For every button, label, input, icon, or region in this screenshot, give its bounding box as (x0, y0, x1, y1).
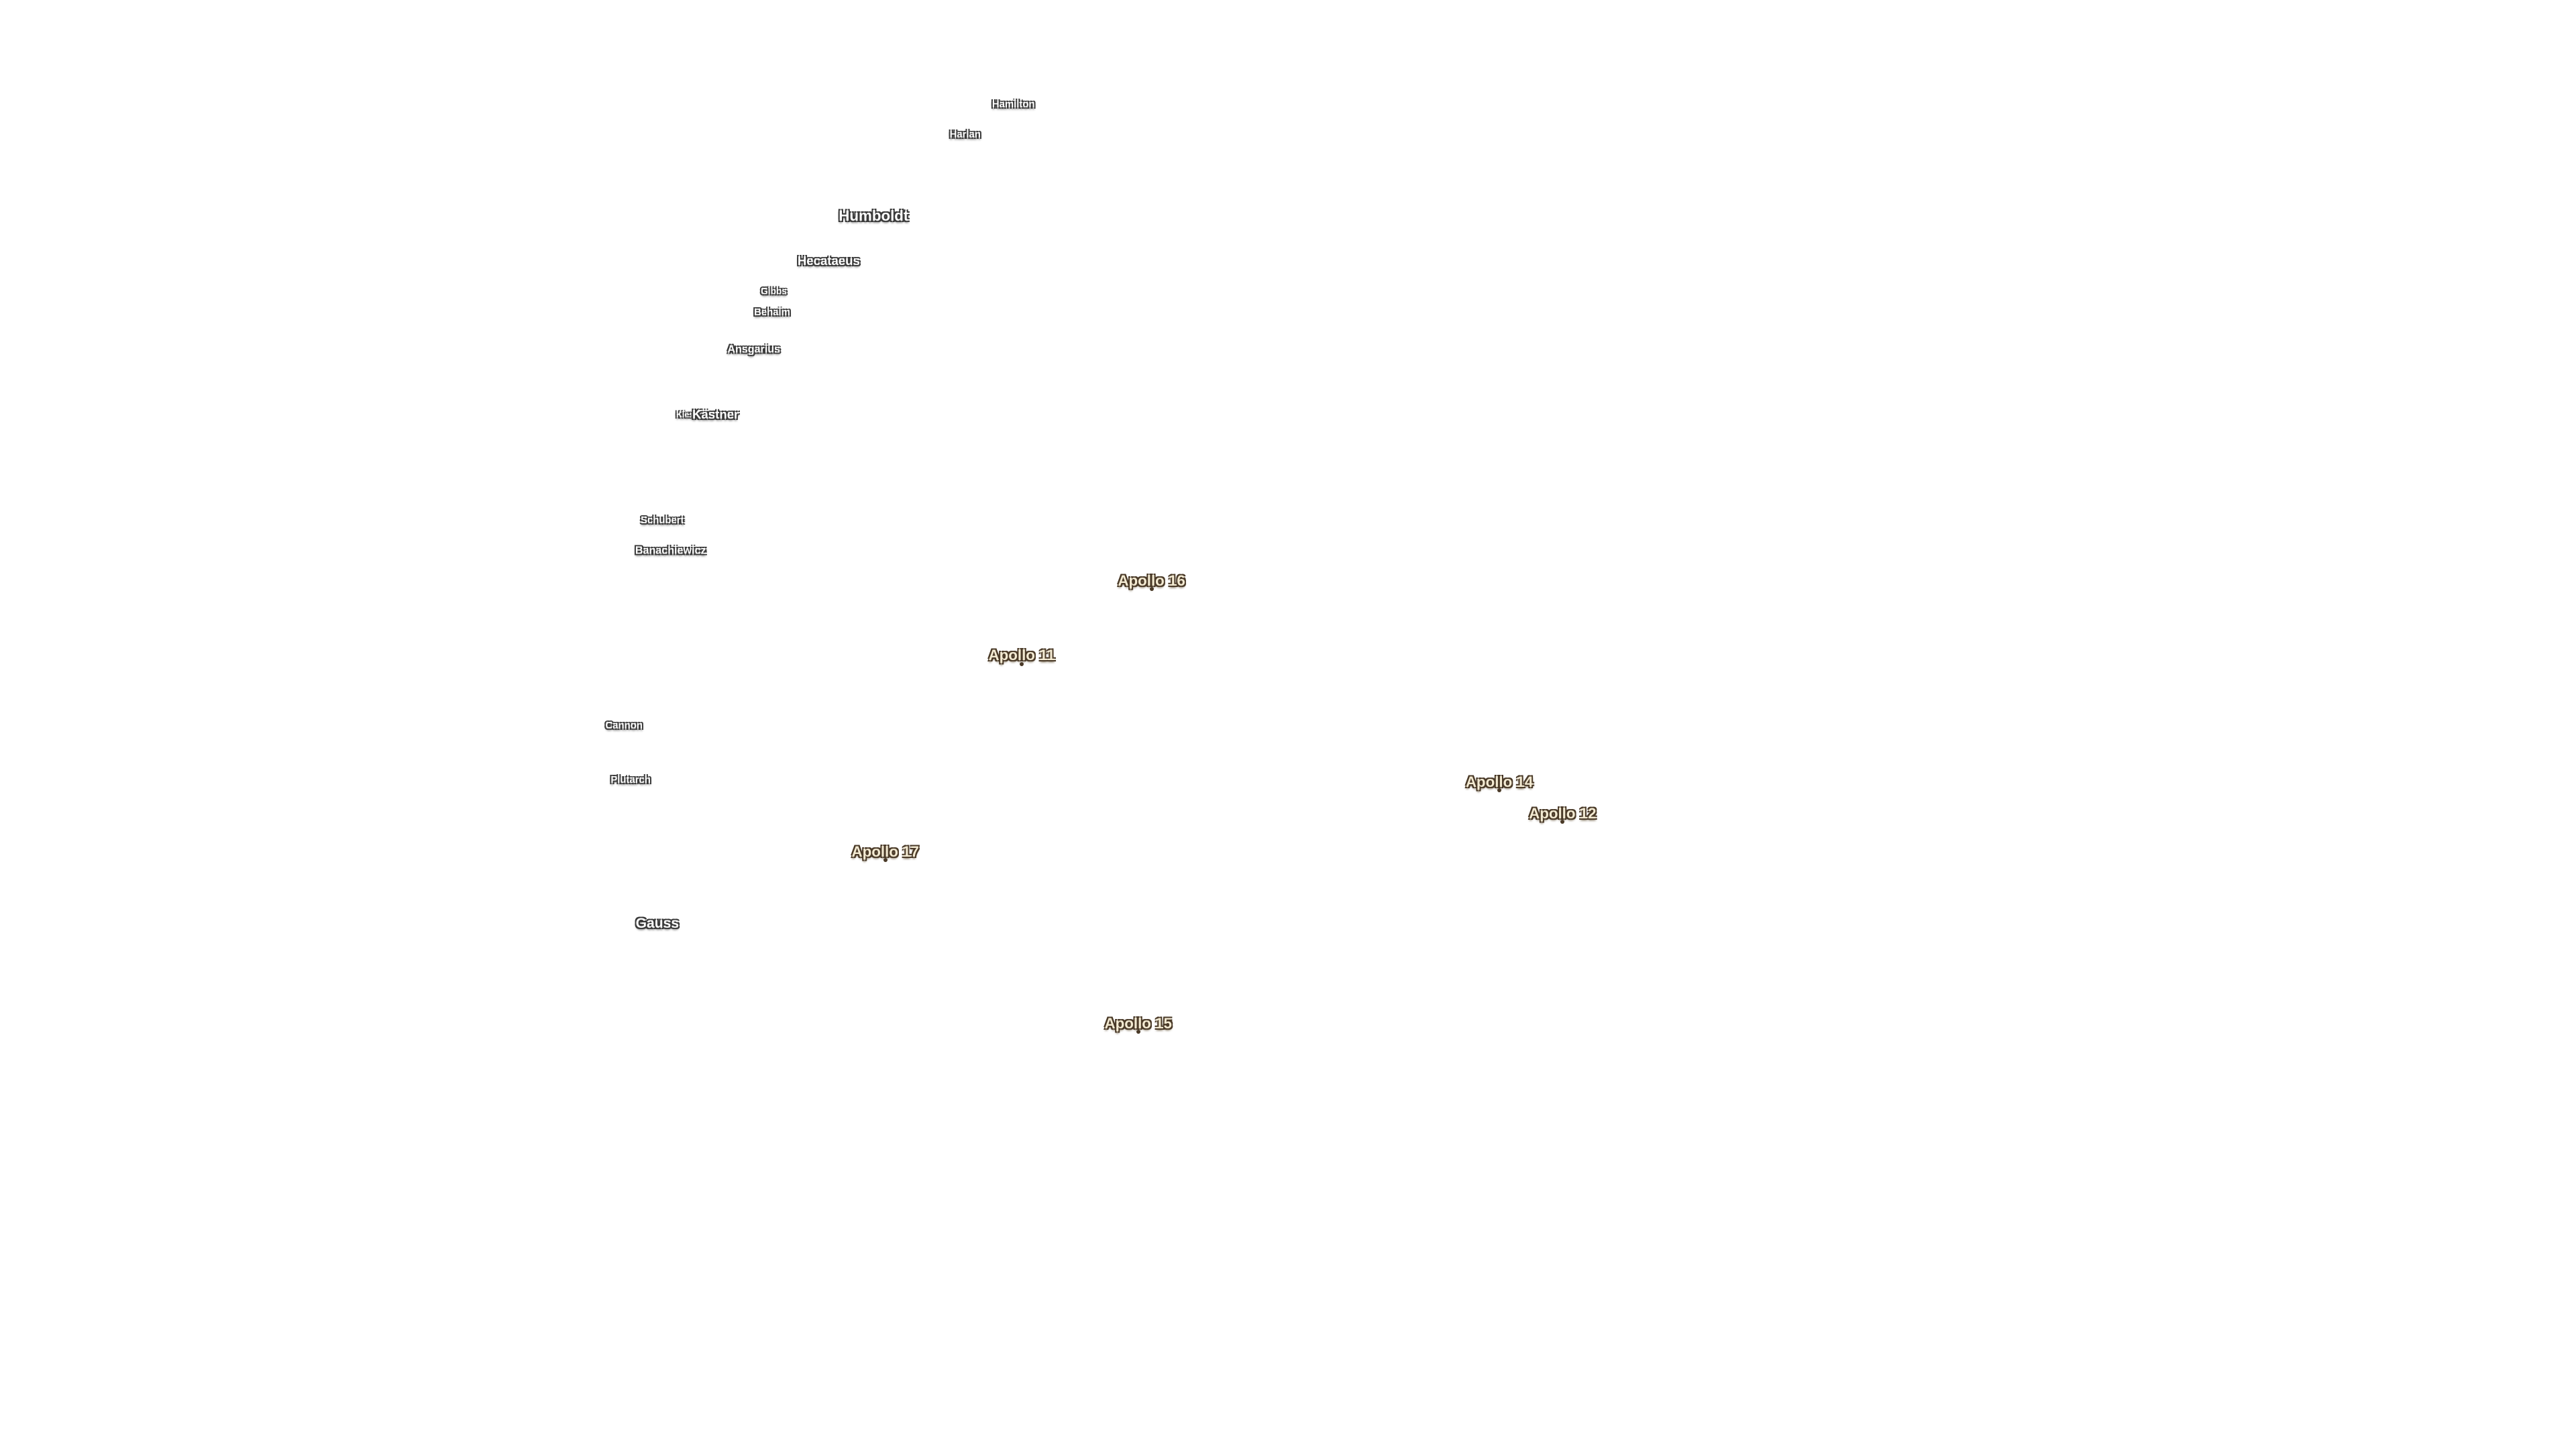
landing-site-label[interactable]: Apollo 14 (1465, 773, 1534, 790)
landing-site-marker (1149, 587, 1154, 592)
crater-label[interactable]: Plutarch (610, 775, 651, 786)
landing-site-label[interactable]: Apollo 15 (1104, 1014, 1172, 1032)
landing-site-marker (1497, 788, 1502, 793)
landing-site-label[interactable]: Apollo 17 (851, 843, 919, 861)
crater-label[interactable]: Ansgarius (727, 343, 781, 356)
crater-label[interactable]: Kästner (692, 407, 739, 421)
crater-label[interactable]: Hecataeus (797, 254, 860, 268)
crater-label[interactable]: Hamilton (991, 99, 1035, 111)
landing-site-marker (883, 858, 888, 863)
landing-site-label[interactable]: Apollo 12 (1529, 805, 1597, 822)
landing-site-marker (1136, 1029, 1140, 1034)
crater-label[interactable]: Banachiewicz (635, 544, 706, 557)
landing-site-label[interactable]: Apollo 16 (1118, 572, 1185, 589)
crater-label[interactable]: Gibbs (761, 286, 787, 297)
crater-label[interactable]: Schubert (641, 515, 684, 527)
landing-site-marker (1560, 820, 1565, 824)
crater-label[interactable]: Humboldt (839, 207, 909, 225)
crater-label[interactable]: Kiess (676, 409, 699, 419)
crater-label[interactable]: Cannon (605, 720, 643, 731)
crater-label[interactable]: Behaim (754, 307, 790, 319)
landing-site-label[interactable]: Apollo 11 (988, 647, 1055, 664)
crater-label[interactable]: Harlan (949, 129, 981, 140)
crater-label[interactable]: Gauss (635, 915, 680, 931)
landing-site-marker (1020, 661, 1024, 666)
